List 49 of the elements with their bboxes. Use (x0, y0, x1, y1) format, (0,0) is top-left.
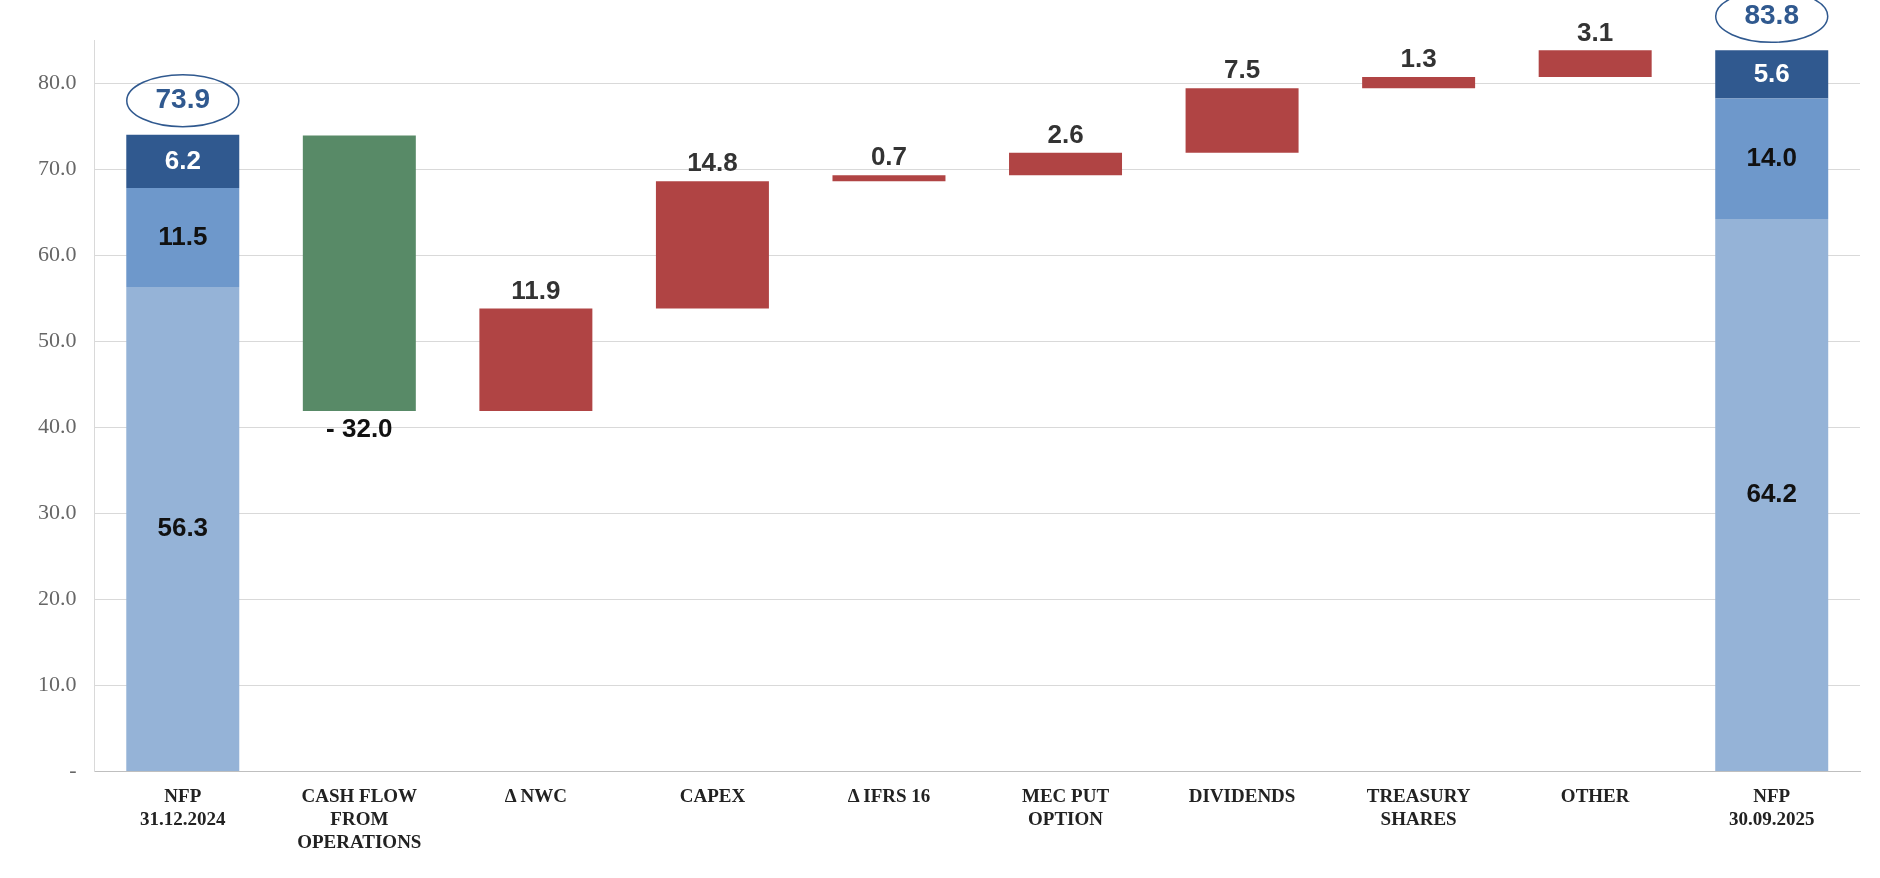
y-tick-label: - (69, 757, 77, 783)
bar (126, 287, 240, 772)
x-tick-label: Δ IFRS 16 (847, 784, 931, 806)
y-tick-label: 50.0 (38, 327, 77, 353)
data-label: 3.1 (1577, 16, 1614, 47)
x-tick-label: OTHER (1560, 784, 1630, 806)
y-tick-label: 80.0 (38, 68, 77, 94)
y-tick-label: 10.0 (38, 671, 77, 697)
bar (302, 135, 416, 411)
x-tick-label: CAPEX (679, 784, 746, 806)
bar (126, 188, 240, 288)
x-tick-label: TREASURY SHARES (1366, 784, 1471, 829)
total-label: 73.9 (155, 83, 211, 115)
data-label: 14.8 (687, 147, 738, 178)
data-label: 1.3 (1400, 43, 1437, 74)
bar (1185, 88, 1299, 153)
bar (832, 175, 946, 182)
x-tick-label: CASH FLOW FROM OPERATIONS (297, 784, 422, 852)
data-label: 7.5 (1224, 54, 1261, 85)
bar (655, 181, 769, 309)
data-label: 64.2 (1746, 478, 1798, 509)
data-label: 2.6 (1047, 118, 1084, 149)
x-tick-label: DIVIDENDS (1188, 784, 1296, 806)
bar (479, 308, 593, 411)
y-tick-label: 20.0 (38, 585, 77, 611)
data-label: 11.5 (158, 220, 208, 251)
bar (126, 134, 240, 189)
data-label: - 32.0 (326, 413, 393, 444)
y-tick-label: 30.0 (38, 499, 77, 525)
data-label: 5.6 (1753, 57, 1790, 88)
total-label: 83.8 (1744, 0, 1799, 31)
bar (1009, 152, 1123, 176)
bar (1362, 77, 1476, 89)
bar (1715, 98, 1829, 220)
x-tick-label: NFP 30.09.2025 (1728, 784, 1815, 829)
x-tick-label: Δ NWC (504, 784, 567, 806)
x-tick-label: MEC PUT OPTION (1021, 784, 1110, 829)
data-label: 56.3 (157, 512, 209, 543)
data-label: 11.9 (511, 274, 561, 305)
x-tick-label: NFP 31.12.2024 (140, 784, 227, 829)
data-label: 14.0 (1746, 141, 1798, 172)
bar (1538, 50, 1652, 78)
y-tick-label: 70.0 (38, 154, 77, 180)
data-label: 0.7 (870, 141, 908, 172)
y-tick-label: 60.0 (38, 240, 77, 266)
data-label: 6.2 (164, 144, 201, 175)
bar (1715, 50, 1829, 99)
bar (1715, 219, 1829, 772)
y-tick-label: 40.0 (38, 413, 77, 439)
